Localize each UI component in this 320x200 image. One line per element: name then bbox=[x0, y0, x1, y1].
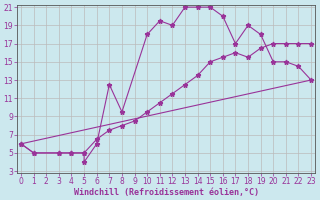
X-axis label: Windchill (Refroidissement éolien,°C): Windchill (Refroidissement éolien,°C) bbox=[74, 188, 259, 197]
